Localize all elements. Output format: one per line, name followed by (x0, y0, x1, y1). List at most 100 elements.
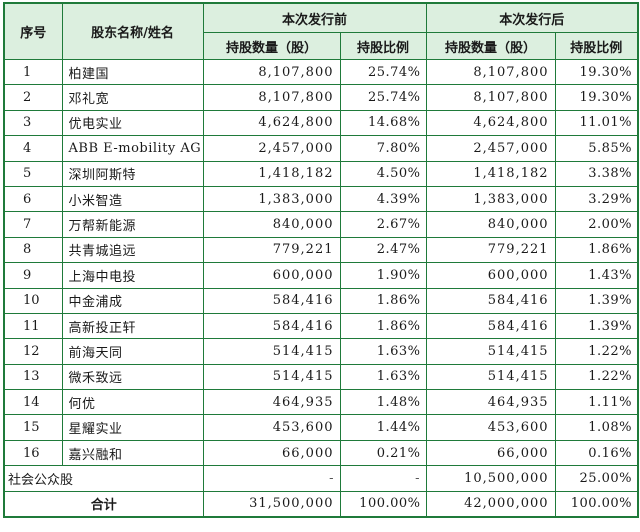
total-row: 合计 31,500,000 100.00% 42,000,000 100.00% (3, 490, 639, 518)
table-header: 序号 股东名称/姓名 本次发行前 本次发行后 持股数量（股） 持股比例 持股数量… (3, 2, 639, 60)
shareholder-name: 万帮新能源 (61, 211, 204, 238)
after-ratio: 1.22% (554, 363, 639, 391)
table-row: 13 微禾致远 514,415 1.63% 514,415 1.22% (3, 363, 639, 391)
after-shares: 464,935 (425, 389, 556, 416)
shareholding-table: 序号 股东名称/姓名 本次发行前 本次发行后 持股数量（股） 持股比例 持股数量… (3, 2, 640, 519)
after-ratio: 1.43% (554, 262, 639, 289)
after-shares: 779,221 (425, 236, 556, 264)
table-row: 14 何优 464,935 1.48% 464,935 1.11% (3, 389, 639, 416)
row-index: 10 (3, 287, 63, 314)
row-index: 14 (3, 389, 63, 416)
after-ratio: 1.22% (554, 338, 639, 365)
shareholder-name: 深圳阿斯特 (61, 160, 204, 187)
public-after-shares: 10,500,000 (425, 465, 556, 492)
after-shares: 514,415 (425, 338, 556, 365)
before-shares: 584,416 (202, 312, 341, 340)
after-ratio: 1.08% (554, 414, 639, 441)
before-shares: 4,624,800 (202, 109, 341, 137)
before-ratio: 4.50% (339, 160, 427, 187)
before-shares: 66,000 (202, 439, 341, 467)
table-row: 8 共青城追远 779,221 2.47% 779,221 1.86% (3, 236, 639, 264)
after-ratio: 1.39% (554, 312, 639, 340)
shareholder-name: 中金浦成 (61, 287, 204, 314)
table-row: 15 星耀实业 453,600 1.44% 453,600 1.08% (3, 414, 639, 441)
row-index: 9 (3, 262, 63, 289)
table-row: 1 柏建国 8,107,800 25.74% 8,107,800 19.30% (3, 58, 639, 86)
shareholder-name: 上海中电投 (61, 262, 204, 289)
group-after-header: 本次发行后 (425, 2, 639, 33)
shareholder-name: 小米智造 (61, 185, 204, 213)
table-row: 12 前海天同 514,415 1.63% 514,415 1.22% (3, 338, 639, 365)
total-after-shares: 42,000,000 (425, 490, 556, 518)
before-shares: 8,107,800 (202, 84, 341, 111)
before-shares: 453,600 (202, 414, 341, 441)
table-row: 9 上海中电投 600,000 1.90% 600,000 1.43% (3, 262, 639, 289)
after-ratio-header: 持股比例 (554, 32, 639, 60)
before-ratio: 0.21% (339, 439, 427, 467)
before-ratio: 1.86% (339, 287, 427, 314)
after-ratio: 11.01% (554, 109, 639, 137)
before-ratio: 25.74% (339, 84, 427, 111)
after-shares: 2,457,000 (425, 135, 556, 162)
shareholder-name: 星耀实业 (61, 414, 204, 441)
before-shares: 1,418,182 (202, 160, 341, 187)
after-shares-header: 持股数量（股） (425, 32, 556, 60)
after-shares: 66,000 (425, 439, 556, 467)
before-ratio: 4.39% (339, 185, 427, 213)
before-shares: 514,415 (202, 338, 341, 365)
table-row: 5 深圳阿斯特 1,418,182 4.50% 1,418,182 3.38% (3, 160, 639, 187)
row-index: 3 (3, 109, 63, 137)
public-before-ratio: - (339, 465, 427, 492)
after-shares: 584,416 (425, 312, 556, 340)
after-ratio: 5.85% (554, 135, 639, 162)
before-ratio: 1.63% (339, 338, 427, 365)
row-index: 5 (3, 160, 63, 187)
before-ratio: 1.63% (339, 363, 427, 391)
shareholder-name: 共青城追远 (61, 236, 204, 264)
before-ratio: 25.74% (339, 58, 427, 86)
row-index: 13 (3, 363, 63, 391)
table-row: 7 万帮新能源 840,000 2.67% 840,000 2.00% (3, 211, 639, 238)
before-shares: 2,457,000 (202, 135, 341, 162)
before-ratio: 1.48% (339, 389, 427, 416)
after-ratio: 1.39% (554, 287, 639, 314)
shareholder-name: 高新投正轩 (61, 312, 204, 340)
after-ratio: 1.86% (554, 236, 639, 264)
row-index: 16 (3, 439, 63, 467)
table-row: 3 优电实业 4,624,800 14.68% 4,624,800 11.01% (3, 109, 639, 137)
after-shares: 584,416 (425, 287, 556, 314)
after-shares: 840,000 (425, 211, 556, 238)
table-row: 10 中金浦成 584,416 1.86% 584,416 1.39% (3, 287, 639, 314)
row-index: 1 (3, 58, 63, 86)
public-shares-row: 社会公众股 - - 10,500,000 25.00% (3, 465, 639, 492)
before-ratio: 2.47% (339, 236, 427, 264)
row-index: 6 (3, 185, 63, 213)
table-row: 6 小米智造 1,383,000 4.39% 1,383,000 3.29% (3, 185, 639, 213)
after-ratio: 3.29% (554, 185, 639, 213)
before-ratio: 14.68% (339, 109, 427, 137)
total-label: 合计 (3, 490, 204, 518)
before-ratio: 1.86% (339, 312, 427, 340)
before-shares: 514,415 (202, 363, 341, 391)
before-ratio-header: 持股比例 (339, 32, 427, 60)
total-before-shares: 31,500,000 (202, 490, 341, 518)
row-index: 12 (3, 338, 63, 365)
after-shares: 453,600 (425, 414, 556, 441)
before-shares: 8,107,800 (202, 58, 341, 86)
public-before-shares: - (202, 465, 341, 492)
table-body: 1 柏建国 8,107,800 25.74% 8,107,800 19.30% 2 邓礼宽 8,… (3, 58, 639, 518)
after-shares: 4,624,800 (425, 109, 556, 137)
shareholder-name: 嘉兴融和 (61, 439, 204, 467)
row-index: 11 (3, 312, 63, 340)
after-shares: 1,418,182 (425, 160, 556, 187)
shareholder-name: 柏建国 (61, 58, 204, 86)
total-before-ratio: 100.00% (339, 490, 427, 518)
group-before-header: 本次发行前 (202, 2, 427, 33)
shareholder-name: 邓礼宽 (61, 84, 204, 111)
before-ratio: 2.67% (339, 211, 427, 238)
after-ratio: 3.38% (554, 160, 639, 187)
before-shares: 1,383,000 (202, 185, 341, 213)
before-shares: 840,000 (202, 211, 341, 238)
after-shares: 600,000 (425, 262, 556, 289)
before-shares: 464,935 (202, 389, 341, 416)
